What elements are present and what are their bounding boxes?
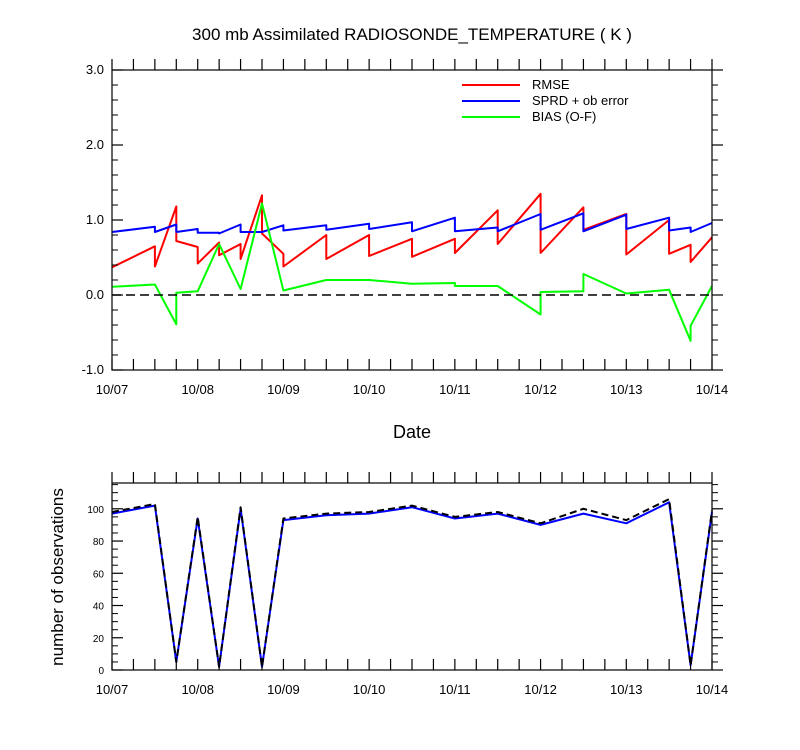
top-chart-series-layer (111, 192, 713, 342)
bottom-chart-y-tick-label: 60 (93, 569, 105, 580)
top-chart-x-tick-label: 10/12 (524, 382, 557, 397)
bottom-chart-x-tick-label: 10/10 (353, 682, 386, 697)
bottom-chart-x-tick-label: 10/08 (181, 682, 214, 697)
top-chart-series-bias-o-f (111, 202, 713, 342)
bottom-chart-x-tick-label: 10/13 (610, 682, 643, 697)
bottom-chart-y-tick-label: 40 (93, 602, 105, 613)
top-chart-plot: 10/07 10/08 10/09 10/10 10/11 10/12 10/13 10/14… (82, 59, 729, 397)
top-chart-y-tick-label: -1.0 (82, 362, 104, 377)
bottom-chart-ticks-layer (111, 472, 723, 671)
top-chart-x-tick-label: 10/14 (696, 382, 729, 397)
bottom-chart-x-tick-label: 10/07 (96, 682, 129, 697)
top-chart-x-tick-label: 10/11 (439, 382, 471, 397)
bottom-chart-x-tick-label: 10/12 (524, 682, 557, 697)
bottom-chart-tick-labels: 10/07 10/08 10/09 10/10 10/11 10/12 10/13 10/14… (87, 505, 728, 697)
bottom-chart-x-tick-label: 10/09 (267, 682, 300, 697)
bottom-chart-y-tick-label: 80 (93, 537, 105, 548)
bottom-chart-series-total (111, 498, 713, 668)
bottom-chart-frame (111, 482, 713, 671)
bottom-chart-x-tick-label: 10/11 (439, 682, 471, 697)
top-chart-x-tick-label: 10/10 (353, 382, 386, 397)
top-chart-x-tick-label: 10/09 (267, 382, 300, 397)
bottom-chart-x-tick-label: 10/14 (696, 682, 729, 697)
top-chart-tick-labels: 10/07 10/08 10/09 10/10 10/11 10/12 10/13 10/14… (82, 62, 729, 397)
bottom-chart-y-tick-label: 0 (98, 666, 104, 677)
legend-label-rmse: RMSE (532, 77, 570, 92)
chart-title: 300 mb Assimilated RADIOSONDE_TEMPERATUR… (192, 25, 632, 44)
top-chart-y-tick-label: 1.0 (86, 212, 104, 227)
legend-label-bias: BIAS (O-F) (532, 109, 596, 124)
bottom-chart-y-tick-label: 20 (93, 634, 105, 645)
top-chart-y-tick-label: 0.0 (86, 287, 104, 302)
bottom-chart-series-used (111, 501, 713, 668)
top-chart-ticks-layer (111, 59, 723, 371)
bottom-chart-series-layer (111, 498, 713, 668)
bottom-chart-y-tick-label: 100 (87, 505, 104, 516)
bottom-chart-plot: 10/07 10/08 10/09 10/10 10/11 10/12 10/13 10/14… (87, 472, 728, 697)
x-axis-label: Date (393, 422, 431, 442)
top-chart-x-tick-label: 10/07 (96, 382, 129, 397)
legend-label-sprd: SPRD + ob error (532, 93, 629, 108)
legend: RMSE SPRD + ob error BIAS (O-F) (462, 77, 629, 124)
bottom-y-axis-label: number of observations (48, 488, 67, 666)
top-chart-x-tick-label: 10/13 (610, 382, 643, 397)
top-chart-y-tick-label: 2.0 (86, 137, 104, 152)
top-chart-frame (111, 69, 713, 371)
top-chart-series-sprd-ob-error (111, 212, 713, 235)
top-chart-x-tick-label: 10/08 (181, 382, 214, 397)
top-chart-y-tick-label: 3.0 (86, 62, 104, 77)
